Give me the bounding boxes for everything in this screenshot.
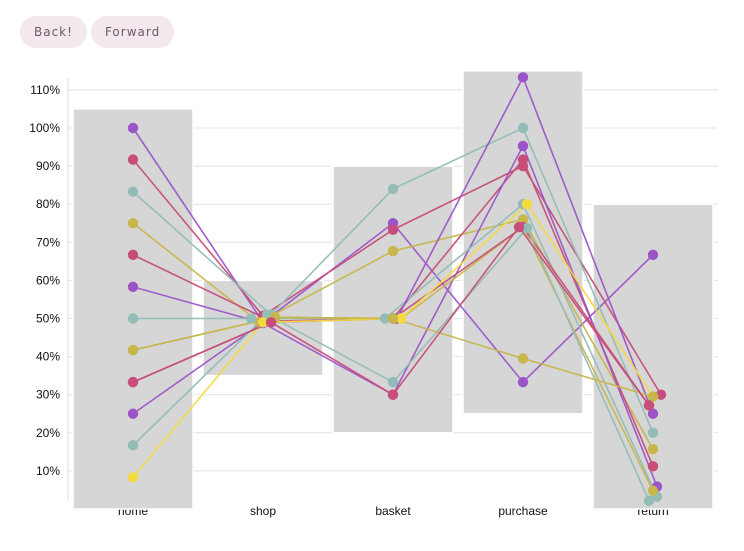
data-point (647, 443, 659, 455)
data-point (647, 249, 659, 261)
y-tick-label: 60% (36, 273, 60, 287)
data-point (647, 427, 659, 438)
data-point (517, 376, 529, 388)
data-point (521, 223, 533, 234)
y-tick-label: 80% (36, 197, 60, 211)
data-point (517, 140, 529, 152)
data-point (647, 391, 659, 402)
y-tick-label: 110% (30, 83, 60, 97)
data-point (647, 485, 659, 496)
forward-button[interactable]: Forward (90, 16, 175, 48)
data-point (127, 472, 139, 483)
y-tick-label: 70% (36, 235, 60, 249)
data-point (127, 313, 139, 324)
y-tick-label: 100% (29, 121, 60, 135)
data-point (387, 376, 399, 388)
data-point (379, 313, 391, 324)
data-point (257, 317, 269, 328)
data-point (387, 389, 399, 400)
data-point (127, 376, 139, 388)
data-point (647, 461, 659, 472)
y-tick-label: 50% (36, 312, 60, 326)
data-point (127, 440, 139, 451)
data-point (245, 313, 257, 324)
data-point (127, 281, 139, 293)
data-point (387, 224, 399, 235)
data-point (517, 353, 529, 364)
data-point (387, 313, 399, 324)
data-point (127, 122, 139, 134)
data-point (655, 389, 667, 400)
data-point (513, 221, 525, 233)
data-point (127, 186, 139, 197)
y-tick-label: 30% (36, 388, 60, 402)
data-point (265, 317, 277, 328)
data-point (127, 154, 139, 165)
data-point (261, 309, 273, 320)
y-tick-label: 20% (36, 426, 60, 440)
data-point (127, 344, 139, 356)
data-point (643, 400, 655, 411)
data-point (517, 72, 529, 83)
data-point (395, 313, 407, 324)
data-point (647, 408, 659, 419)
data-point (127, 408, 139, 419)
y-tick-label: 90% (36, 159, 60, 173)
data-point (387, 245, 399, 257)
back-button[interactable]: Back! (20, 16, 87, 48)
data-point (517, 122, 529, 134)
x-category-label: basket (375, 504, 411, 518)
data-point (387, 183, 399, 195)
data-point (521, 199, 533, 210)
y-tick-label: 10% (36, 464, 60, 478)
y-tick-label: 40% (36, 350, 60, 364)
data-point (643, 495, 655, 506)
data-point (517, 154, 529, 165)
x-category-label: shop (250, 504, 276, 518)
navigation-bar: Back! Forward (20, 16, 175, 48)
data-point (127, 218, 139, 229)
data-point (517, 214, 529, 225)
data-point (127, 249, 139, 261)
x-category-label: purchase (498, 504, 548, 518)
